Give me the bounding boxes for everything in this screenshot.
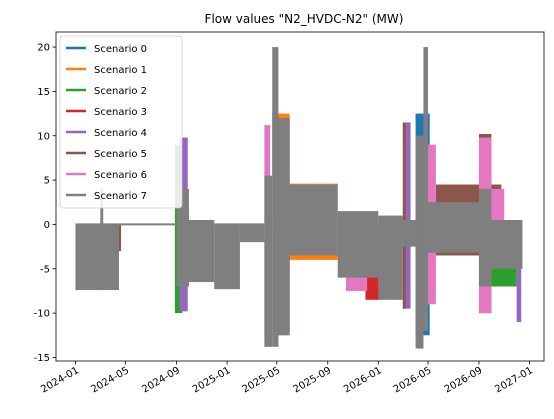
x-tick-label-0: 2024-01: [39, 365, 81, 395]
legend-label-3: Scenario 3: [94, 107, 147, 118]
chart-title: Flow values "N2_HVDC-N2" (MW): [205, 12, 404, 26]
series-7-band-2: [176, 188, 189, 287]
x-tick-label-4: 2025-05: [241, 365, 283, 395]
series-7-band-12: [402, 220, 416, 247]
legend-label-0: Scenario 0: [94, 44, 147, 55]
x-tick-label-6: 2026-01: [342, 365, 384, 395]
y-tick-label-2: -5: [40, 264, 50, 275]
x-tick-label-2: 2024-09: [140, 365, 182, 395]
y-tick-label-7: 20: [37, 43, 50, 54]
legend-label-6: Scenario 6: [94, 170, 147, 181]
x-tick-label-8: 2026-09: [443, 365, 485, 395]
series-7-band-3: [188, 220, 215, 283]
x-tick-label-9: 2027-01: [493, 365, 535, 395]
legend-box: [59, 35, 183, 209]
x-tick-label-7: 2026-05: [392, 365, 434, 395]
series-7-band-16: [478, 188, 492, 287]
series-4-band-1: [404, 122, 411, 309]
legend-label-7: Scenario 7: [94, 191, 147, 202]
y-tick-label-0: -15: [34, 353, 50, 364]
x-axis: 2024-01 2024-05 2024-09 2025-01 2025-05 2025-…: [39, 361, 535, 395]
series-5-band-1: [402, 122, 406, 309]
series-7-band-1: [100, 188, 104, 291]
y-tick-label-4: 5: [44, 176, 50, 187]
series-7-band-15: [428, 202, 479, 253]
plot-frame: [55, 31, 545, 362]
legend-label-5: Scenario 5: [94, 149, 147, 160]
series-7-band-17: [491, 220, 523, 269]
series-7-band-5: [239, 224, 265, 243]
series-7-band-0: [75, 224, 119, 291]
series-7-band-14: [423, 47, 429, 331]
series-7-band-9: [289, 184, 338, 256]
legend-label-4: Scenario 4: [94, 128, 147, 139]
series-7-band-6: [264, 175, 273, 347]
series-4-band-2: [516, 224, 522, 322]
legend-label-1: Scenario 1: [94, 65, 147, 76]
legend-label-2: Scenario 2: [94, 86, 147, 97]
series-7-band-8: [278, 118, 290, 336]
y-axis: -15 -10 -5 0 5 10 15 20: [34, 43, 56, 364]
x-tick-label-5: 2025-09: [292, 365, 334, 395]
series-7-band-13: [415, 135, 424, 349]
y-tick-label-5: 10: [37, 131, 50, 142]
y-tick-label-1: -10: [34, 309, 50, 320]
x-tick-label-3: 2025-01: [191, 365, 233, 395]
series-7-band-11: [378, 215, 403, 300]
y-tick-label-3: 0: [44, 220, 50, 231]
y-tick-label-6: 15: [37, 87, 50, 98]
series-7-band-10: [337, 211, 379, 278]
series-7-band-7: [272, 47, 279, 347]
legend: Scenario 0 Scenario 1 Scenario 2 Scenario 3…: [59, 35, 183, 209]
series-7-band-4: [214, 224, 240, 290]
x-tick-label-1: 2024-05: [89, 365, 131, 395]
